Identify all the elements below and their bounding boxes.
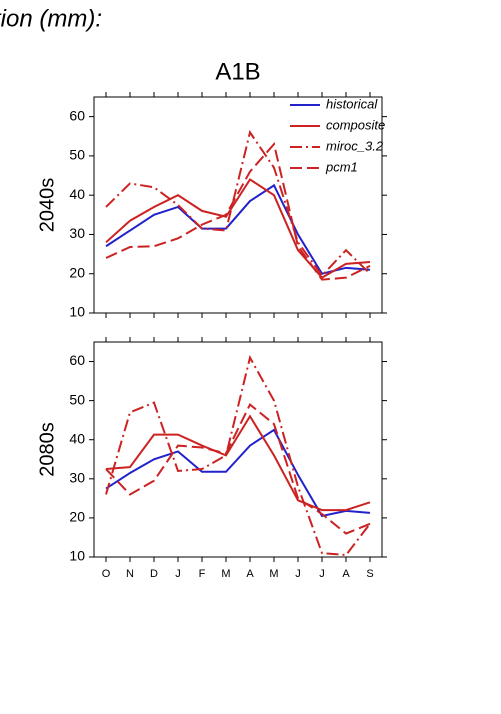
figure-title: tion (mm): (0, 5, 102, 32)
y-tick-label: 40 (69, 186, 85, 202)
y-tick-label: 10 (69, 304, 85, 320)
line-series (105, 402, 371, 535)
y-tick-label: 60 (69, 352, 85, 368)
y-tick-label: 50 (69, 391, 85, 407)
line-series (105, 354, 371, 557)
x-tick-label: J (319, 568, 325, 580)
x-tick-label: A (342, 568, 350, 580)
y-tick-label: 50 (69, 147, 85, 163)
y-tick-label: 60 (69, 107, 85, 123)
legend-label: pcm1 (325, 159, 358, 174)
legend-label: miroc_3.2 (326, 138, 384, 153)
y-tick-label: 20 (69, 264, 85, 280)
line-series (105, 414, 371, 512)
x-tick-label: M (269, 568, 278, 580)
x-tick-label: M (221, 568, 230, 580)
legend-label: composite (326, 117, 385, 132)
legend-label: historical (326, 96, 378, 111)
line-series (105, 178, 371, 279)
plot-frame (93, 341, 383, 558)
plot-frame (93, 96, 383, 314)
x-tick-label: S (366, 568, 373, 580)
y-tick-label: 10 (69, 548, 85, 564)
x-tick-label: F (199, 568, 206, 580)
y-axis-label: 2040s (36, 178, 58, 233)
line-series (105, 129, 371, 278)
y-axis-label: 2080s (36, 422, 58, 477)
line-series (105, 428, 371, 518)
x-tick-label: J (175, 568, 181, 580)
x-tick-label: J (295, 568, 301, 580)
y-tick-label: 40 (69, 430, 85, 446)
line-series (105, 142, 371, 281)
y-tick-label: 20 (69, 509, 85, 525)
y-tick-label: 30 (69, 225, 85, 241)
x-tick-label: A (246, 568, 254, 580)
x-tick-label: D (150, 568, 158, 580)
scenario-title: A1B (215, 58, 260, 85)
x-tick-label: N (126, 568, 134, 580)
x-tick-label: O (102, 568, 111, 580)
y-tick-label: 30 (69, 470, 85, 486)
